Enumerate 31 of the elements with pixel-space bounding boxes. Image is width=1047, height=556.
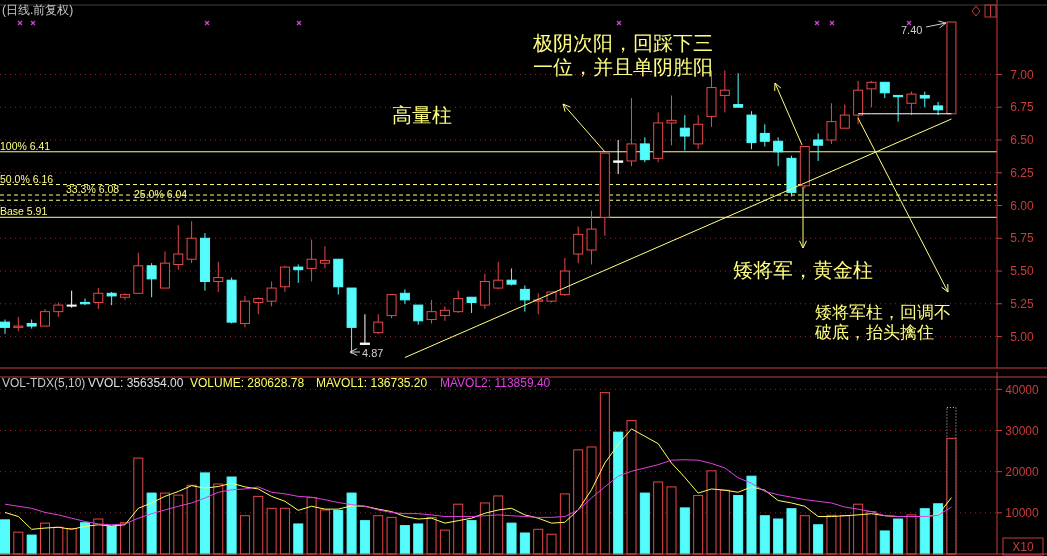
- ref-line-label: 100% 6.41: [0, 139, 51, 152]
- y-tick-label: 30000: [1005, 423, 1040, 438]
- ref-line-label: Base 5.91: [0, 205, 48, 218]
- annotation: 高量柱: [392, 104, 452, 126]
- y-tick-label: 5.50: [1010, 264, 1034, 279]
- y-axis-title: X10: [1012, 540, 1034, 554]
- y-tick-label: 5.00: [1010, 329, 1034, 344]
- y-tick-label: 6.00: [1010, 198, 1034, 213]
- y-tick-label: 5.75: [1010, 231, 1034, 246]
- ref-line-label: 33.3% 6.08: [66, 183, 120, 196]
- y-tick-label: 40000: [1005, 382, 1040, 397]
- text: MAVOL2: 113859.40: [440, 376, 551, 390]
- ref-line-label: 50.0% 6.16: [0, 172, 54, 185]
- y-tick-label: 7.00: [1010, 67, 1034, 82]
- y-tick-label: 6.75: [1010, 100, 1034, 115]
- y-tick-label: 6.25: [1010, 165, 1034, 180]
- chart-title: VOL-TDX(5,10): [2, 376, 86, 390]
- text: MAVOL1: 136735.20: [316, 376, 428, 390]
- y-tick-label: 6.50: [1010, 133, 1034, 148]
- annotation: VOLUME: 280628.78: [190, 376, 305, 390]
- ref-line-label: 25.0% 6.04: [134, 188, 188, 201]
- annotation: 极阴次阳，回踩下三一位，并且单阴胜阳: [532, 32, 713, 78]
- annotation: 矮将军，黄金柱: [733, 259, 873, 281]
- annotation: 矮将军柱，回调不破底，抬头擒住: [814, 303, 951, 343]
- annotation: 4.87: [362, 347, 384, 359]
- y-tick-label: 10000: [1005, 506, 1040, 521]
- annotation: VVOL: 356354.00: [88, 376, 184, 390]
- chart-title: (日线.前复权): [2, 3, 74, 17]
- y-tick-label: 20000: [1005, 464, 1040, 479]
- annotation: 7.40: [901, 24, 923, 36]
- y-tick-label: 5.25: [1010, 296, 1034, 311]
